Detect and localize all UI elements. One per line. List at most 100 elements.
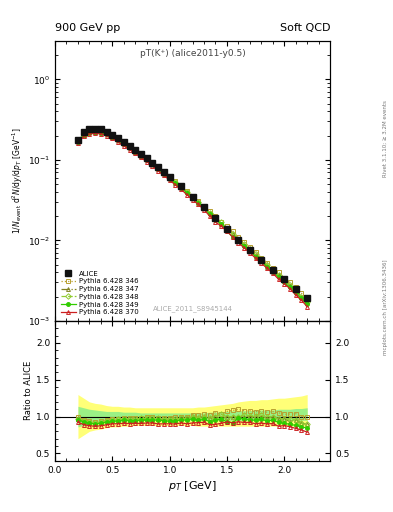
Pythia 6.428 349 [75, 139, 80, 145]
Pythia 6.428 348 [265, 262, 270, 268]
ALICE [162, 169, 166, 175]
Pythia 6.428 347 [75, 138, 80, 144]
Pythia 6.428 346 [150, 160, 155, 166]
Pythia 6.428 346 [173, 178, 178, 184]
Pythia 6.428 346 [162, 169, 166, 176]
Pythia 6.428 347 [127, 145, 132, 151]
Pythia 6.428 348 [133, 148, 138, 154]
Pythia 6.428 348 [196, 199, 201, 205]
Pythia 6.428 346 [116, 136, 120, 142]
Pythia 6.428 370 [225, 228, 230, 234]
ALICE [93, 125, 97, 132]
Pythia 6.428 349 [150, 161, 155, 167]
Pythia 6.428 348 [253, 251, 258, 258]
Pythia 6.428 348 [179, 184, 184, 190]
Pythia 6.428 349 [87, 130, 92, 136]
Pythia 6.428 346 [259, 254, 264, 261]
Pythia 6.428 349 [230, 234, 235, 240]
Pythia 6.428 349 [219, 221, 224, 227]
Pythia 6.428 370 [202, 207, 206, 213]
Pythia 6.428 348 [236, 237, 241, 243]
Pythia 6.428 346 [242, 239, 246, 245]
Pythia 6.428 347 [236, 237, 241, 243]
Pythia 6.428 346 [156, 164, 161, 170]
Pythia 6.428 347 [293, 287, 298, 293]
Pythia 6.428 348 [225, 225, 230, 231]
Pythia 6.428 348 [208, 210, 212, 216]
Pythia 6.428 349 [196, 200, 201, 206]
Pythia 6.428 346 [104, 130, 109, 136]
Pythia 6.428 370 [190, 197, 195, 203]
Pythia 6.428 348 [270, 267, 275, 273]
Pythia 6.428 349 [213, 217, 218, 223]
Pythia 6.428 349 [110, 134, 115, 140]
Pythia 6.428 346 [81, 131, 86, 137]
Pythia 6.428 348 [156, 165, 161, 171]
Pythia 6.428 370 [299, 297, 304, 304]
Pythia 6.428 349 [242, 243, 246, 249]
Pythia 6.428 370 [276, 276, 281, 282]
Pythia 6.428 348 [150, 160, 155, 166]
Pythia 6.428 346 [225, 223, 230, 229]
ALICE [179, 183, 184, 189]
Text: Soft QCD: Soft QCD [280, 23, 330, 33]
Pythia 6.428 347 [230, 231, 235, 237]
Pythia 6.428 348 [276, 272, 281, 278]
Pythia 6.428 349 [253, 253, 258, 260]
Pythia 6.428 348 [293, 287, 298, 293]
Pythia 6.428 347 [248, 247, 252, 253]
Pythia 6.428 370 [288, 286, 292, 292]
ALICE [75, 137, 80, 143]
Pythia 6.428 348 [144, 156, 149, 162]
Pythia 6.428 370 [253, 255, 258, 261]
Pythia 6.428 347 [276, 272, 281, 278]
Text: pT(K⁺) (alice2011-y0.5): pT(K⁺) (alice2011-y0.5) [140, 49, 246, 58]
Pythia 6.428 347 [190, 194, 195, 200]
Line: Pythia 6.428 347: Pythia 6.428 347 [76, 130, 309, 304]
Pythia 6.428 349 [127, 145, 132, 151]
ALICE [127, 143, 132, 149]
Pythia 6.428 346 [139, 152, 143, 158]
Pythia 6.428 348 [110, 133, 115, 139]
Pythia 6.428 348 [99, 129, 103, 135]
Pythia 6.428 347 [265, 262, 270, 268]
ALICE [156, 164, 161, 170]
Pythia 6.428 346 [93, 128, 97, 134]
Pythia 6.428 348 [288, 282, 292, 288]
Pythia 6.428 348 [139, 152, 143, 158]
Pythia 6.428 347 [150, 161, 155, 167]
Pythia 6.428 346 [127, 144, 132, 150]
Pythia 6.428 349 [270, 268, 275, 274]
Pythia 6.428 347 [259, 257, 264, 263]
Line: Pythia 6.428 370: Pythia 6.428 370 [76, 132, 309, 309]
Pythia 6.428 347 [213, 215, 218, 221]
Pythia 6.428 349 [288, 284, 292, 290]
Pythia 6.428 347 [208, 210, 212, 216]
Pythia 6.428 346 [87, 129, 92, 135]
ALICE [87, 126, 92, 132]
Pythia 6.428 348 [219, 219, 224, 225]
Pythia 6.428 348 [162, 170, 166, 176]
Pythia 6.428 348 [87, 129, 92, 135]
Pythia 6.428 347 [270, 267, 275, 273]
Pythia 6.428 346 [219, 219, 224, 225]
Pythia 6.428 346 [276, 269, 281, 275]
Pythia 6.428 370 [139, 155, 143, 161]
Pythia 6.428 349 [184, 190, 189, 196]
Pythia 6.428 349 [99, 130, 103, 136]
Pythia 6.428 370 [248, 250, 252, 256]
Pythia 6.428 347 [299, 293, 304, 300]
Pythia 6.428 349 [104, 131, 109, 137]
ALICE [104, 129, 109, 135]
Pythia 6.428 346 [282, 275, 286, 281]
Line: Pythia 6.428 348: Pythia 6.428 348 [76, 130, 309, 304]
Pythia 6.428 348 [213, 215, 218, 221]
Pythia 6.428 349 [202, 205, 206, 211]
Pythia 6.428 370 [196, 201, 201, 207]
Pythia 6.428 346 [190, 193, 195, 199]
Line: ALICE: ALICE [75, 125, 310, 302]
Pythia 6.428 348 [75, 138, 80, 144]
Pythia 6.428 370 [293, 292, 298, 298]
Pythia 6.428 347 [305, 299, 310, 305]
Pythia 6.428 370 [87, 131, 92, 137]
